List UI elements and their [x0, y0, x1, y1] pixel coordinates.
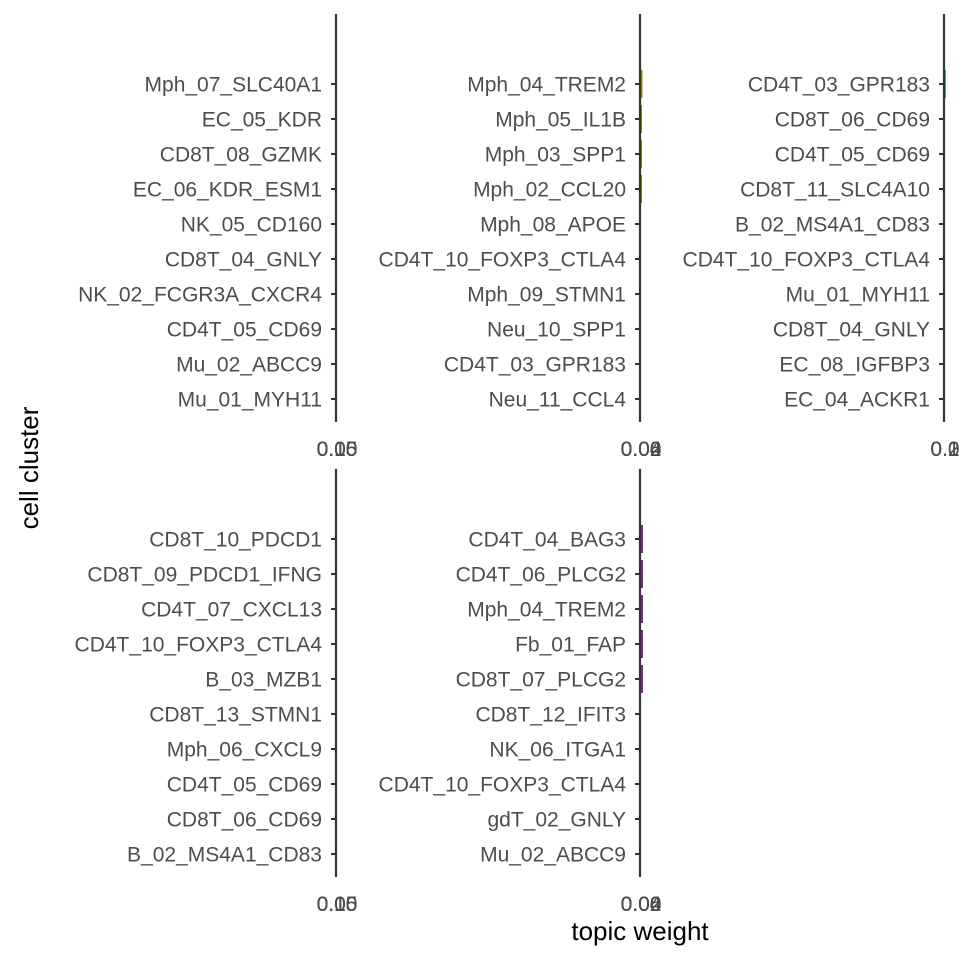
bar-5-4	[640, 630, 643, 658]
x-tick-label-3-3: 0.2	[930, 438, 959, 461]
y-tick-label-4-3: CD4T_07_CXCL13	[141, 599, 322, 622]
x-tick-label-1-1: 0.00	[317, 438, 358, 461]
bar-5-3	[640, 595, 643, 623]
facet-panel-5: CD4T_04_BAG3 CD4T_06_PLCG2 Mph_04_TREM2 Fb_…	[379, 469, 662, 916]
y-tick-label-3-5: B_02_MS4A1_CD83	[735, 214, 930, 237]
y-tick-label-4-5: B_03_MZB1	[205, 669, 322, 692]
x-tick-label-3-1: 0.0	[930, 438, 959, 461]
x-tick-label-2-1: 0.00	[621, 438, 662, 461]
y-tick-label-2-2: Mph_05_IL1B	[495, 109, 626, 132]
x-tick-label-1-4: 0.15	[317, 438, 358, 461]
y-tick-label-4-9: CD8T_06_CD69	[167, 809, 322, 832]
y-tick-label-2-7: Mph_09_STMN1	[467, 284, 626, 307]
y-tick-label-2-5: Mph_08_APOE	[480, 214, 626, 237]
y-tick-label-1-8: CD4T_05_CD69	[167, 319, 322, 342]
facet-panel-1: Mph_07_SLC40A1 EC_05_KDR CD8T_08_GZMK EC_06…	[78, 14, 357, 461]
x-tick-label-5-4: 0.06	[621, 893, 662, 916]
y-tick-label-4-1: CD8T_10_PDCD1	[149, 529, 322, 552]
y-tick-label-1-4: EC_06_KDR_ESM1	[133, 179, 322, 202]
y-tick-label-5-6: CD8T_12_IFIT3	[475, 704, 626, 727]
y-tick-label-3-10: EC_04_ACKR1	[784, 389, 930, 412]
y-tick-label-1-9: Mu_02_ABCC9	[176, 354, 322, 377]
x-tick-label-2-2: 0.02	[621, 438, 662, 461]
y-tick-label-4-4: CD4T_10_FOXP3_CTLA4	[75, 634, 323, 657]
facet-panel-2: Mph_04_TREM2 Mph_05_IL1B Mph_03_SPP1 Mph_02…	[379, 14, 662, 461]
y-tick-label-1-5: NK_05_CD160	[181, 214, 322, 237]
facet-panel-4: CD8T_10_PDCD1 CD8T_09_PDCD1_IFNG CD4T_07_C…	[75, 469, 358, 916]
y-tick-label-5-10: Mu_02_ABCC9	[480, 844, 626, 867]
y-tick-label-2-10: Neu_11_CCL4	[489, 389, 627, 412]
y-tick-label-3-2: CD8T_06_CD69	[775, 109, 930, 132]
y-tick-label-2-3: Mph_03_SPP1	[485, 144, 626, 167]
y-tick-label-1-10: Mu_01_MYH11	[178, 389, 322, 412]
y-tick-label-1-2: EC_05_KDR	[202, 109, 322, 132]
y-tick-label-3-7: Mu_01_MYH11	[786, 284, 930, 307]
x-tick-label-3-2: 0.1	[930, 438, 959, 461]
y-tick-label-5-2: CD4T_06_PLCG2	[456, 564, 626, 587]
x-tick-label-2-4: 0.06	[621, 438, 662, 461]
facet-panels: Mph_07_SLC40A1 EC_05_KDR CD8T_08_GZMK EC_06…	[75, 14, 960, 916]
y-tick-label-3-3: CD4T_05_CD69	[775, 144, 930, 167]
x-tick-label-1-2: 0.05	[317, 438, 358, 461]
y-tick-label-4-8: CD4T_05_CD69	[167, 774, 322, 797]
x-tick-label-5-1: 0.00	[621, 893, 662, 916]
y-tick-label-3-6: CD4T_10_FOXP3_CTLA4	[683, 249, 931, 272]
x-tick-label-4-3: 0.10	[317, 893, 358, 916]
y-tick-label-2-6: CD4T_10_FOXP3_CTLA4	[379, 249, 627, 272]
y-tick-label-2-9: CD4T_03_GPR183	[444, 354, 626, 377]
x-tick-label-1-3: 0.10	[317, 438, 358, 461]
y-tick-label-3-4: CD8T_11_SLC4A10	[740, 179, 930, 202]
y-tick-label-5-8: CD4T_10_FOXP3_CTLA4	[379, 774, 627, 797]
y-tick-label-5-9: gdT_02_GNLY	[487, 809, 626, 832]
y-tick-label-4-10: B_02_MS4A1_CD83	[127, 844, 322, 867]
x-tick-label-4-2: 0.05	[317, 893, 358, 916]
bar-5-5	[640, 665, 643, 693]
y-tick-label-5-1: CD4T_04_BAG3	[468, 529, 626, 552]
facet-panel-3: CD4T_03_GPR183 CD8T_06_CD69 CD4T_05_CD69 CD…	[683, 14, 960, 461]
y-tick-label-5-7: NK_06_ITGA1	[489, 739, 626, 762]
x-tick-label-5-2: 0.02	[621, 893, 662, 916]
y-tick-label-5-5: CD8T_07_PLCG2	[456, 669, 626, 692]
y-tick-label-4-7: Mph_06_CXCL9	[167, 739, 322, 762]
y-tick-label-1-7: NK_02_FCGR3A_CXCR4	[78, 284, 322, 307]
bar-5-2	[640, 560, 643, 588]
y-tick-label-4-6: CD8T_13_STMN1	[149, 704, 322, 727]
y-tick-label-1-6: CD8T_04_GNLY	[165, 249, 322, 272]
y-tick-label-1-1: Mph_07_SLC40A1	[145, 74, 322, 97]
bar-2-1	[640, 70, 643, 98]
y-tick-label-1-3: CD8T_08_GZMK	[160, 144, 322, 167]
x-tick-label-4-1: 0.00	[317, 893, 358, 916]
y-axis-title: cell cluster	[14, 406, 44, 529]
x-tick-label-2-3: 0.04	[621, 438, 662, 461]
x-tick-label-4-4: 0.15	[317, 893, 358, 916]
x-axis-title: topic weight	[571, 916, 709, 946]
y-tick-label-3-8: CD8T_04_GNLY	[773, 319, 930, 342]
y-tick-label-2-4: Mph_02_CCL20	[473, 179, 626, 202]
y-tick-label-3-1: CD4T_03_GPR183	[748, 74, 930, 97]
x-tick-label-5-3: 0.04	[621, 893, 662, 916]
bar-5-1	[640, 525, 643, 553]
y-tick-label-2-1: Mph_04_TREM2	[467, 74, 626, 97]
y-tick-label-3-9: EC_08_IGFBP3	[779, 354, 930, 377]
y-tick-label-5-3: Mph_04_TREM2	[467, 599, 626, 622]
y-tick-label-2-8: Neu_10_SPP1	[487, 319, 626, 342]
y-tick-label-4-2: CD8T_09_PDCD1_IFNG	[87, 564, 322, 587]
y-tick-label-5-4: Fb_01_FAP	[515, 634, 626, 657]
